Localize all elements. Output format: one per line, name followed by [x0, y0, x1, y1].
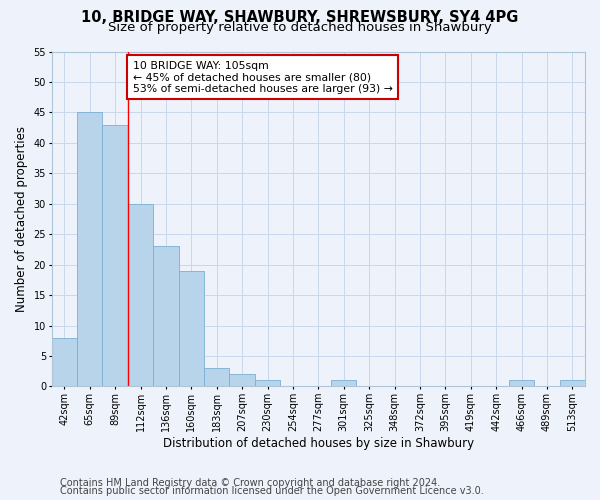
- Text: Size of property relative to detached houses in Shawbury: Size of property relative to detached ho…: [108, 22, 492, 35]
- X-axis label: Distribution of detached houses by size in Shawbury: Distribution of detached houses by size …: [163, 437, 474, 450]
- Text: 10 BRIDGE WAY: 105sqm
← 45% of detached houses are smaller (80)
53% of semi-deta: 10 BRIDGE WAY: 105sqm ← 45% of detached …: [133, 60, 393, 94]
- Bar: [179, 270, 204, 386]
- Text: Contains HM Land Registry data © Crown copyright and database right 2024.: Contains HM Land Registry data © Crown c…: [60, 478, 440, 488]
- Bar: [229, 374, 255, 386]
- Bar: [153, 246, 179, 386]
- Bar: [52, 338, 77, 386]
- Bar: [255, 380, 280, 386]
- Bar: [331, 380, 356, 386]
- Bar: [509, 380, 534, 386]
- Bar: [204, 368, 229, 386]
- Text: 10, BRIDGE WAY, SHAWBURY, SHREWSBURY, SY4 4PG: 10, BRIDGE WAY, SHAWBURY, SHREWSBURY, SY…: [82, 10, 518, 25]
- Bar: [103, 124, 128, 386]
- Text: Contains public sector information licensed under the Open Government Licence v3: Contains public sector information licen…: [60, 486, 484, 496]
- Bar: [560, 380, 585, 386]
- Bar: [77, 112, 103, 386]
- Y-axis label: Number of detached properties: Number of detached properties: [15, 126, 28, 312]
- Bar: [128, 204, 153, 386]
